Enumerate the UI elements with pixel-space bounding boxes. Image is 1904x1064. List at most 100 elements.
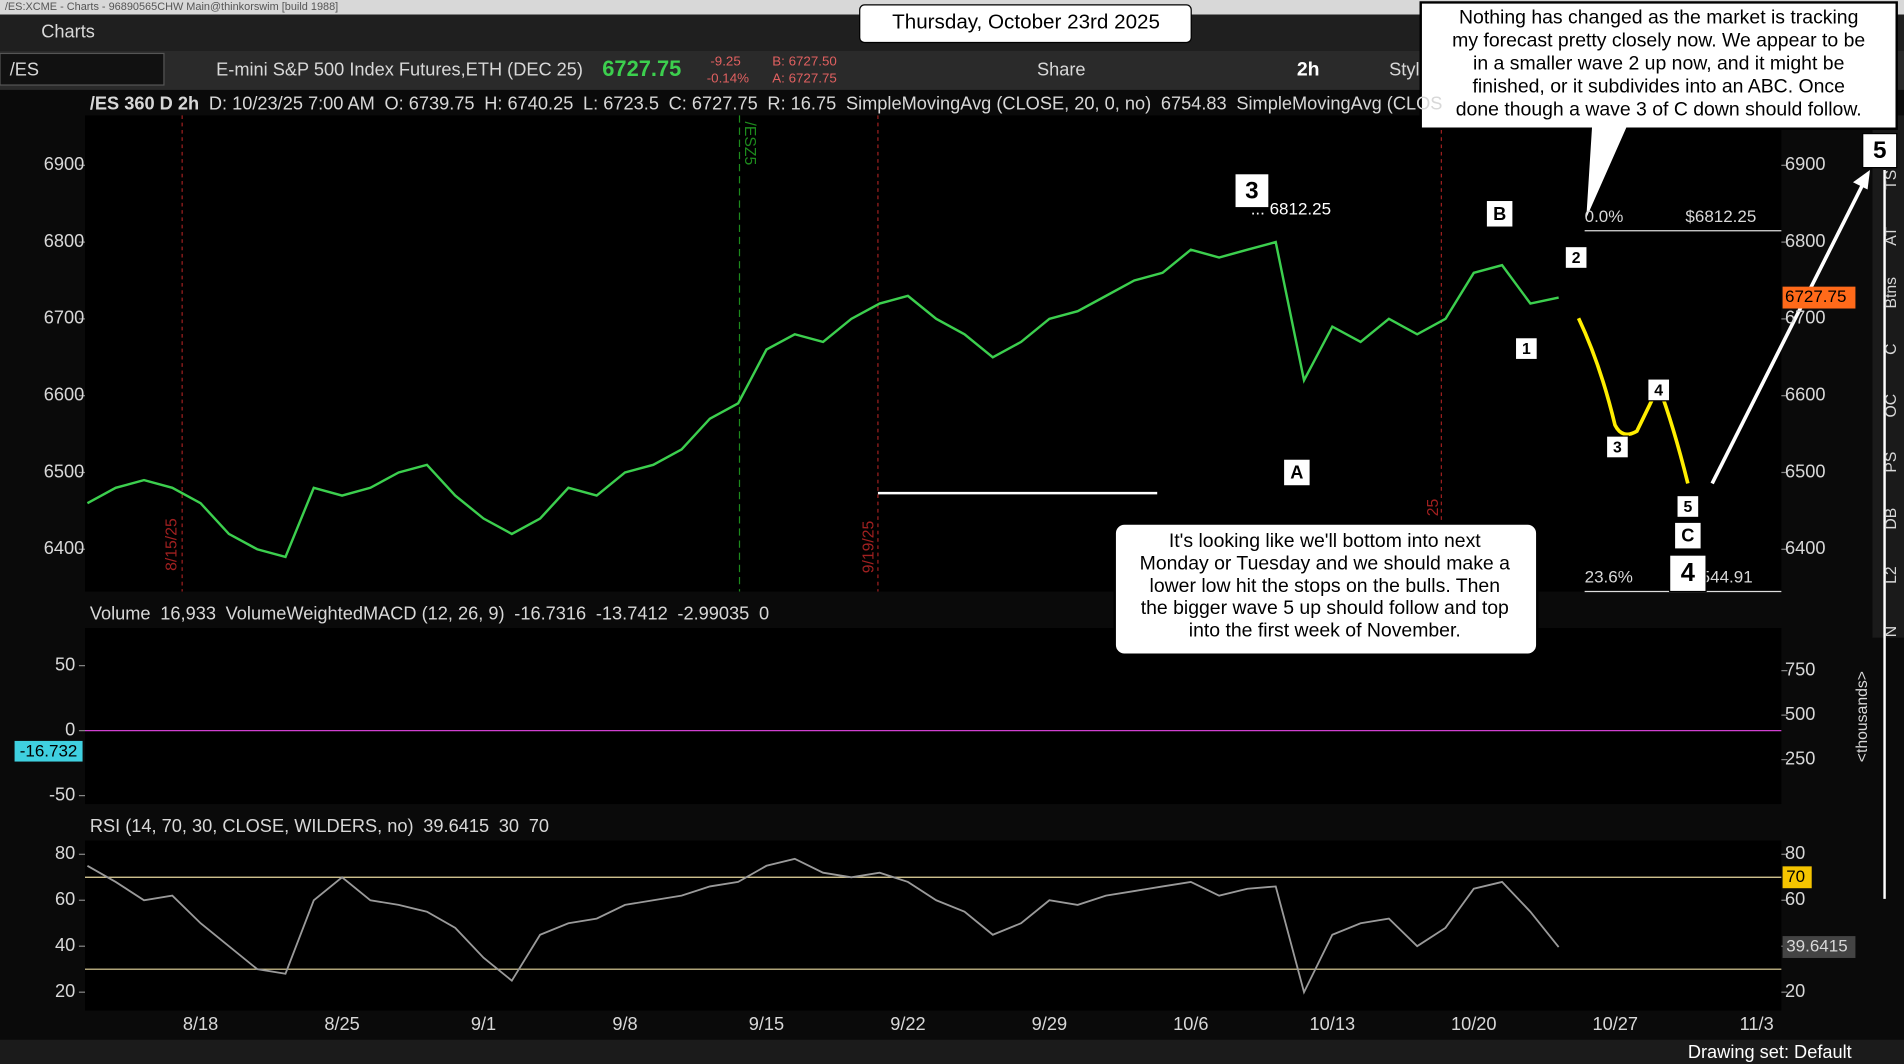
y-tick-label: 6800 <box>1785 231 1825 251</box>
x-tick-label: 9/8 <box>612 1014 637 1034</box>
level-label: 70 <box>1786 867 1805 886</box>
high-label: ... 6812.25 <box>1251 200 1331 219</box>
header-item: -13.7412 <box>596 603 668 623</box>
side-tab[interactable]: AT <box>1883 226 1900 245</box>
side-tab[interactable]: L2 <box>1883 566 1900 584</box>
side-tab[interactable]: N <box>1883 626 1900 637</box>
interval[interactable]: 2h <box>1297 59 1320 81</box>
fib-price: $6812.25 <box>1685 207 1756 226</box>
wave-box <box>1669 554 1707 593</box>
side-tab[interactable]: Btns <box>1883 277 1900 309</box>
y-tick-label: 6600 <box>1785 385 1825 405</box>
x-tick-label: 9/29 <box>1032 1014 1067 1034</box>
x-tick-label: 10/13 <box>1310 1014 1356 1034</box>
level-box <box>1782 866 1812 889</box>
y-tick-label: 6500 <box>1785 461 1825 481</box>
note-line: into the first week of November. <box>1189 620 1461 642</box>
header-item: 6754.83 <box>1161 93 1227 113</box>
symbol-box[interactable] <box>0 52 165 86</box>
wave-box <box>1605 435 1629 459</box>
price-pane <box>85 115 1782 592</box>
y-tick-label: 6400 <box>44 538 84 558</box>
header-item: VolumeWeightedMACD (12, 26, 9) <box>226 603 505 623</box>
arrow-head <box>1853 170 1870 190</box>
wave-label: 4 <box>1654 382 1663 399</box>
x-tick-label: 8/25 <box>324 1014 359 1034</box>
side-tab[interactable]: PS <box>1883 452 1900 473</box>
wave-box <box>1564 245 1588 270</box>
wave-box <box>1282 458 1311 487</box>
wave-label: 2 <box>1572 250 1581 267</box>
y-tick-label: 6600 <box>44 385 84 405</box>
side-tab[interactable]: TS <box>1883 170 1900 190</box>
header-item: /ES 360 D 2h <box>90 93 199 113</box>
wave-box <box>1673 521 1702 550</box>
side-tab[interactable]: C <box>1883 344 1900 355</box>
wave-box <box>1234 173 1270 209</box>
y-tick-label: 6900 <box>1785 154 1825 174</box>
y2-tick-label: 750 <box>1785 659 1815 679</box>
description: E-mini S&P 500 Index Futures,ETH (DEC 25… <box>216 59 583 79</box>
drawing-set[interactable]: Drawing set: Default <box>1688 1042 1852 1062</box>
wave-box <box>1676 494 1700 519</box>
side-tab[interactable]: OC <box>1883 394 1900 418</box>
last-price: 6727.75 <box>602 56 681 81</box>
fib-label: 0.0% <box>1585 207 1624 226</box>
change: -9.25 <box>710 53 740 68</box>
current-box <box>14 740 83 762</box>
style-button[interactable]: Styl <box>1389 59 1419 79</box>
wave-label: 5 <box>1683 499 1692 516</box>
note-line: in a smaller wave 2 up now, and it might… <box>1473 52 1844 74</box>
note-box <box>1419 1 1898 226</box>
wave-box <box>1647 378 1671 402</box>
last-price-box <box>1782 286 1856 309</box>
header-item: 39.6415 <box>423 816 489 836</box>
last-price-label: 6727.75 <box>1785 287 1846 306</box>
y-tick-label: 80 <box>1785 843 1805 863</box>
x-tick-label: 11/3 <box>1740 1014 1774 1034</box>
wave-label: 3 <box>1245 177 1258 204</box>
y-tick-label: -50 <box>49 784 75 804</box>
share-button[interactable]: Share <box>1037 59 1086 79</box>
header-item: SimpleMovingAvg (CLOSE, 20, 0, no) <box>846 93 1151 113</box>
wave-label: 3 <box>1613 439 1622 456</box>
header-item: D: 10/23/25 7:00 AM <box>209 93 375 113</box>
note-box <box>1113 522 1539 656</box>
change-pct: -0.14% <box>707 70 749 85</box>
wave-box <box>1514 337 1538 361</box>
bid: B: 6727.50 <box>772 53 837 68</box>
x-tick-label: 8/18 <box>183 1014 218 1034</box>
symbol: /ES <box>10 59 39 79</box>
side-tab[interactable]: DB <box>1883 508 1900 530</box>
y-tick-label: 6700 <box>44 308 84 328</box>
tab[interactable]: Charts <box>41 22 95 42</box>
window-title: /ES:XCME - Charts - 96890565CHW Main@thi… <box>5 1 338 13</box>
x-tick-label: 9/22 <box>890 1014 925 1034</box>
y-tick-label: 6700 <box>1785 308 1825 328</box>
header-item: 16,933 <box>160 603 216 623</box>
y-tick-label: 40 <box>55 935 75 955</box>
y-tick-label: 6500 <box>44 461 84 481</box>
y-tick-label: 60 <box>1785 889 1805 909</box>
header-item: -16.7316 <box>514 603 586 623</box>
header-item: 0 <box>759 603 769 623</box>
header-item: H: 6740.25 <box>484 93 573 113</box>
y-tick-label: 6400 <box>1785 538 1825 558</box>
current-label: 39.6415 <box>1786 937 1847 956</box>
y-tick-label: 50 <box>55 654 75 674</box>
current-label: -16.732 <box>20 741 78 760</box>
volume-pane <box>85 627 1782 805</box>
ask: A: 6727.75 <box>772 70 837 85</box>
wave-box <box>1485 199 1514 228</box>
rsi-line <box>86 857 1560 995</box>
y-tick-label: 6900 <box>44 154 84 174</box>
note-line: It's looking like we'll bottom into next <box>1169 530 1481 552</box>
header-item: O: 6739.75 <box>384 93 474 113</box>
fib-label: 23.6% <box>1585 568 1633 587</box>
rsi-pane <box>85 840 1782 1011</box>
date-banner: Thursday, October 23rd 2025 <box>892 11 1160 34</box>
x-tick-label: 9/1 <box>471 1014 496 1034</box>
